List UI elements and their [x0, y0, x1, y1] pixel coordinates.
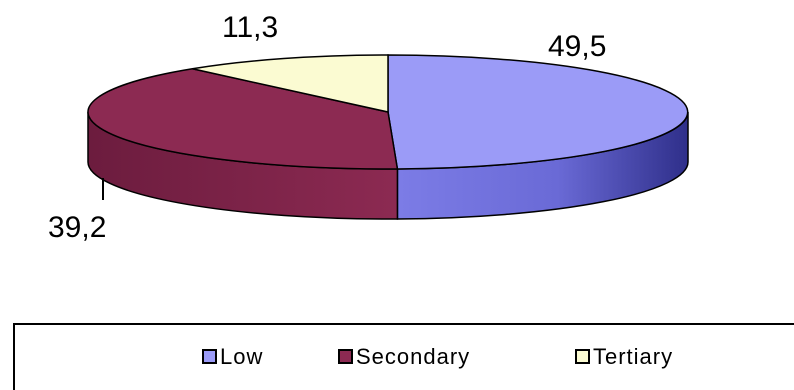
data-label-tertiary: 11,3	[222, 11, 278, 44]
legend-label-tertiary: Tertiary	[593, 344, 673, 369]
legend-swatch-low	[202, 349, 217, 364]
legend: Low Secondary Tertiary	[13, 323, 794, 390]
legend-swatch-secondary	[338, 349, 353, 364]
legend-label-secondary: Secondary	[356, 344, 470, 369]
pie-slice-secondary	[87, 68, 399, 170]
legend-box	[13, 323, 794, 390]
data-label-secondary: 39,2	[48, 211, 106, 244]
legend-swatch-tertiary	[575, 349, 590, 364]
legend-label-low: Low	[220, 344, 263, 369]
data-label-low: 49,5	[548, 30, 606, 63]
pie-slice-tertiary	[192, 54, 389, 113]
pie-slice-low	[387, 54, 689, 170]
pie-tops	[87, 54, 689, 170]
